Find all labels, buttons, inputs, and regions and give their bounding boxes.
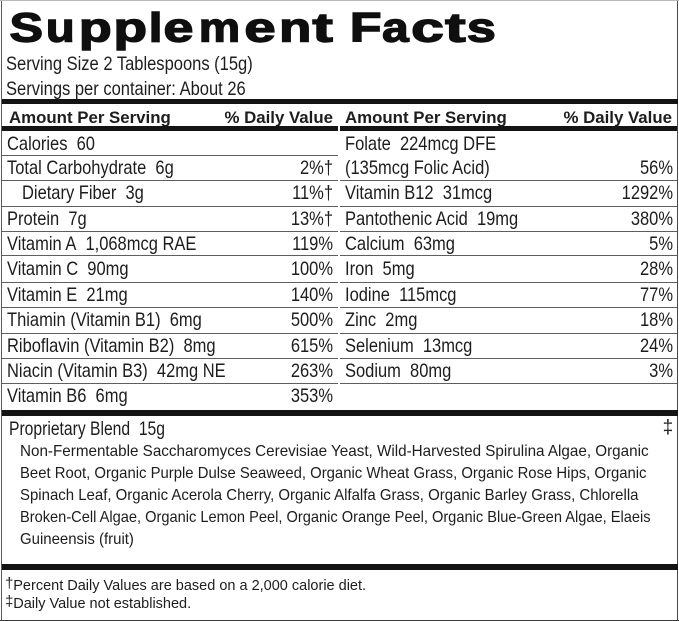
svg-text:n: n: [279, 10, 311, 50]
svg-text:s: s: [467, 10, 496, 50]
svg-text:m: m: [199, 10, 240, 50]
svg-text:S: S: [10, 10, 44, 50]
svg-text:e: e: [164, 10, 194, 50]
svg-text:c: c: [411, 10, 444, 50]
svg-text:t: t: [313, 10, 334, 50]
svg-text:l: l: [149, 10, 163, 50]
svg-text:a: a: [382, 10, 410, 50]
svg-text:F: F: [350, 10, 382, 50]
svg-text:t: t: [445, 10, 466, 50]
svg-text:u: u: [46, 10, 75, 50]
svg-text:p: p: [114, 10, 148, 50]
svg-text:e: e: [244, 10, 275, 50]
svg-text:p: p: [79, 10, 112, 50]
